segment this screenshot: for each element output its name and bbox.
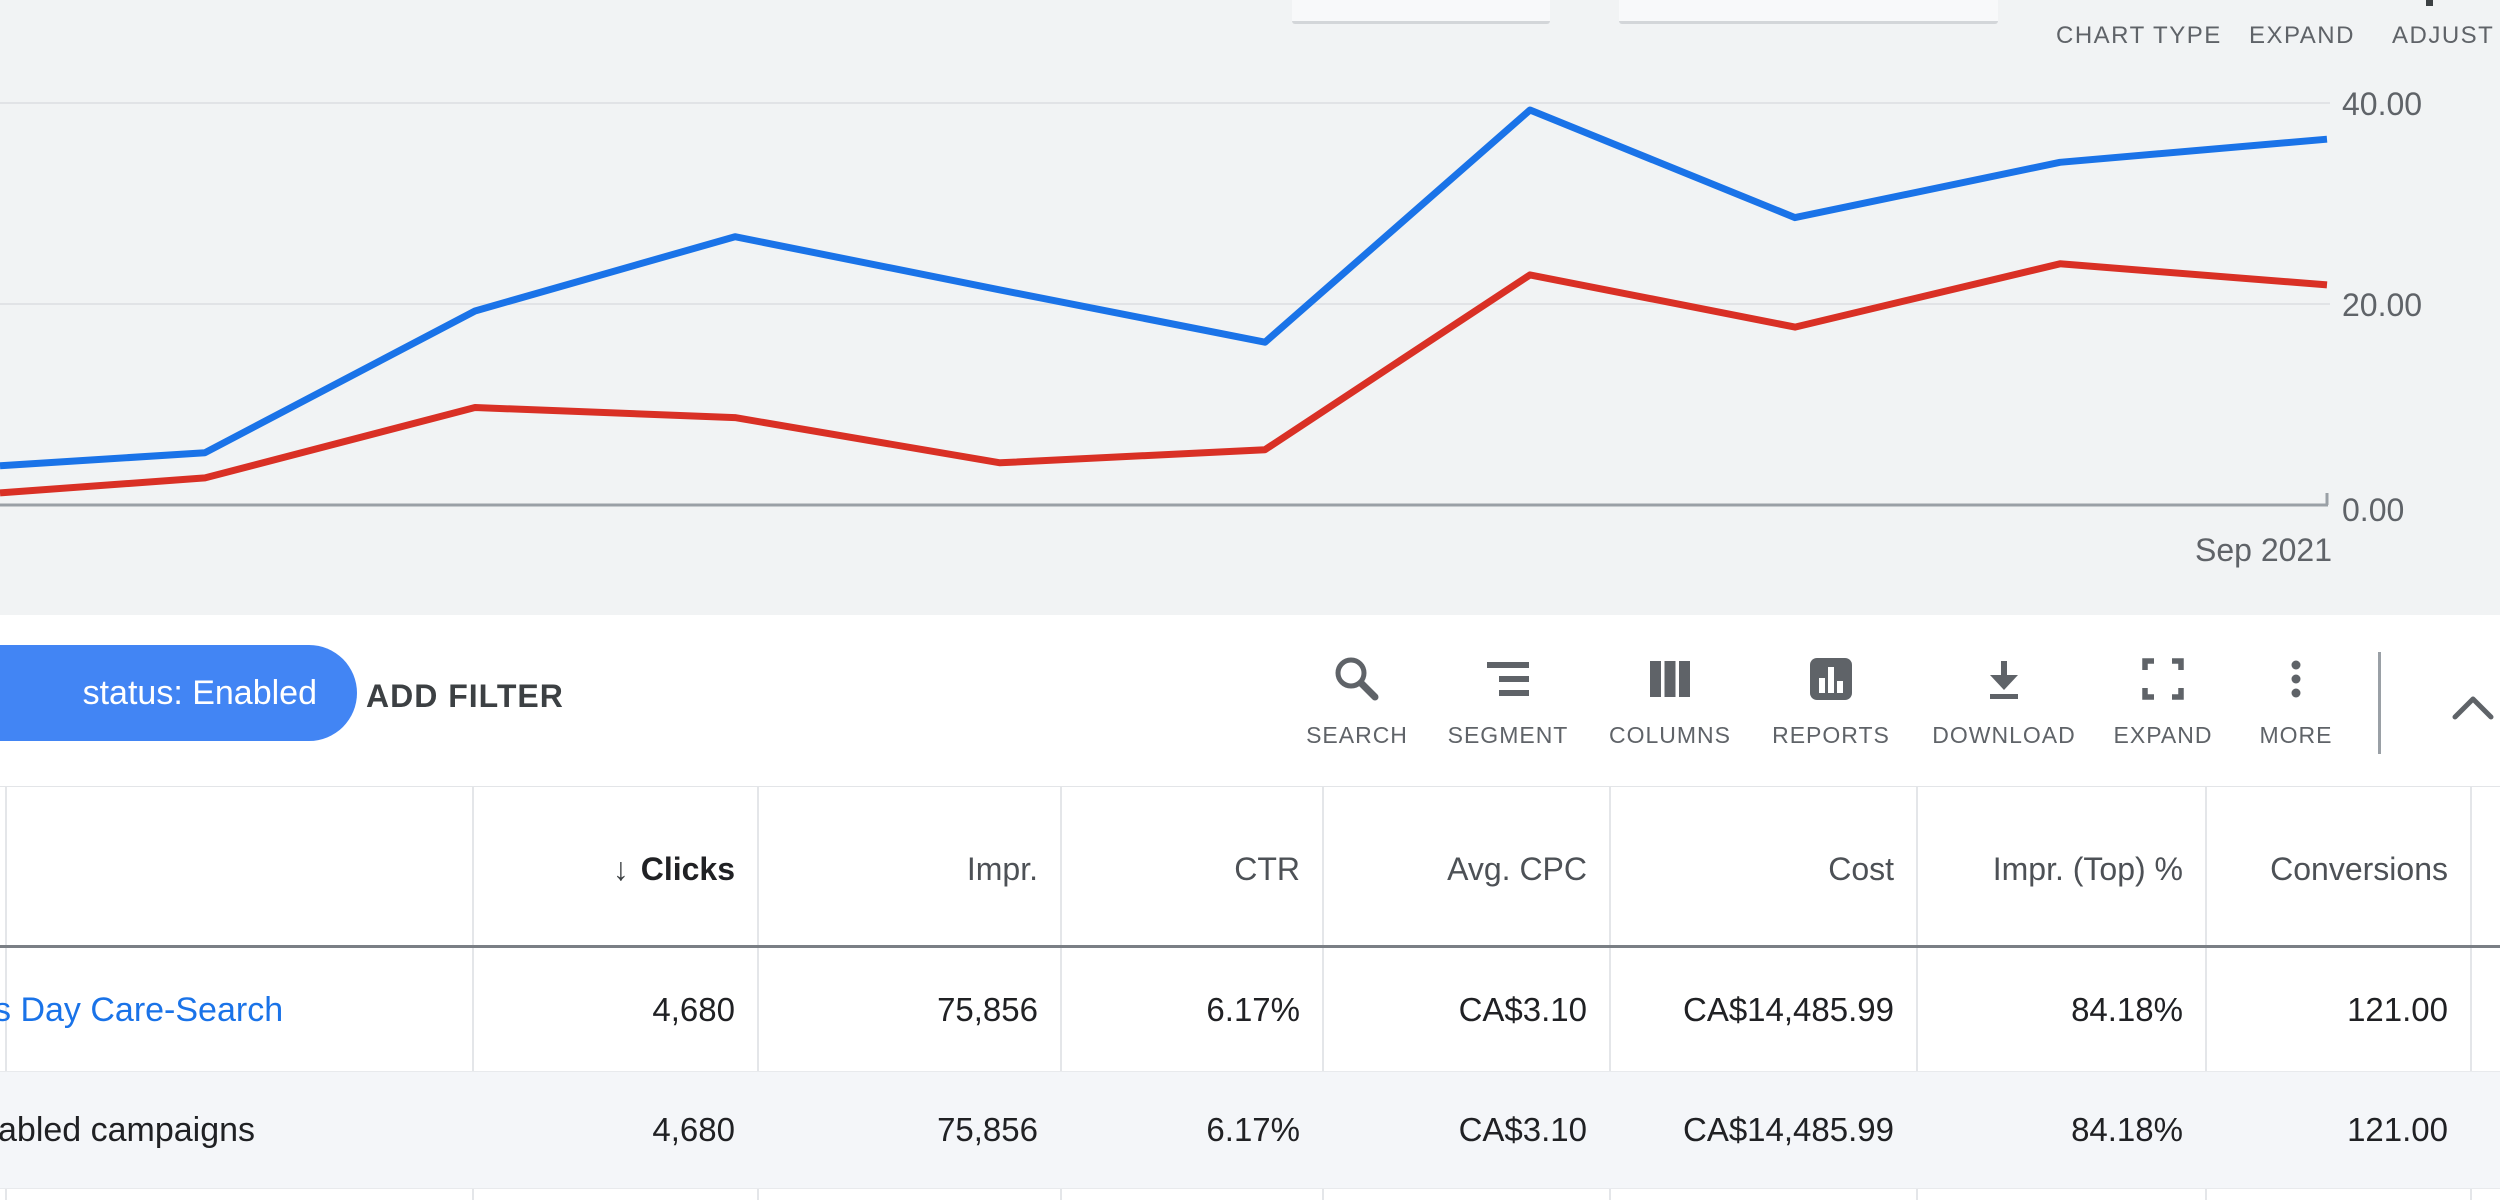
chart-series-lines [0, 106, 2328, 497]
campaign-name-link[interactable]: s Day Care-Search [0, 990, 284, 1029]
row-separator [0, 1071, 2500, 1072]
expand-button[interactable]: EXPAND [2075, 652, 2251, 749]
segment-icon [1481, 662, 1535, 710]
chart-metric-selector-2[interactable] [1619, 0, 1998, 24]
expand-icon [2136, 658, 2190, 710]
table-toolbar: status: Enabled ADD FILTER SEARCH SEGME [0, 615, 2500, 786]
column-header-clicks[interactable]: ↓ Clicks [612, 851, 735, 887]
table-cell: CA$14,485.99 [1682, 1110, 1894, 1148]
segment-button[interactable]: SEGMENT [1420, 652, 1596, 749]
table-cell: 75,856 [937, 990, 1038, 1028]
table-cell: 121.00 [2347, 990, 2448, 1028]
summary-row-background [0, 1071, 2500, 1188]
more-icon [2269, 660, 2323, 710]
chart-expand-button[interactable]: EXPAND [2249, 22, 2355, 49]
columns-label: COLUMNS [1608, 722, 1731, 748]
expand-label: EXPAND [2113, 722, 2213, 748]
download-label: DOWNLOAD [1932, 722, 2076, 748]
table-cell: CA$14,485.99 [1682, 990, 1894, 1028]
column-border [2470, 787, 2472, 1200]
reports-label: REPORTS [1772, 722, 1890, 748]
column-border [757, 787, 759, 1200]
campaigns-table: ↓ Clicks Impr. CTR Avg. CPC Cost Impr. (Top) %… [0, 786, 2500, 1200]
toolbar-divider [2378, 652, 2381, 754]
columns-button[interactable]: COLUMNS [1582, 652, 1758, 749]
series-line-red [0, 260, 2328, 497]
table-cell: 4,680 [652, 990, 735, 1028]
y-tick-40: 40.00 [2342, 86, 2423, 122]
column-border [472, 787, 474, 1200]
header-bottom-border [0, 945, 2500, 948]
chart-adjust-button[interactable]: ADJUST [2392, 22, 2495, 49]
chevron-up-icon [2452, 696, 2494, 720]
table-cell: 121.00 [2347, 1110, 2448, 1148]
column-border [1060, 787, 1062, 1200]
column-border [1609, 787, 1611, 1200]
row-separator [0, 1188, 2500, 1189]
cropped-ui-fragment [2426, 0, 2433, 6]
columns-icon [1643, 661, 1697, 710]
column-header-avg-cpc[interactable]: Avg. CPC [1447, 851, 1587, 887]
column-header-cost[interactable]: Cost [1828, 851, 1894, 887]
reports-icon [1804, 658, 1858, 710]
more-label: MORE [2259, 722, 2333, 748]
column-header-impr-[interactable]: Impr. [966, 851, 1038, 887]
table-cell: 4,680 [652, 1110, 735, 1148]
table-cell: 84.18% [2071, 1110, 2183, 1148]
reports-button[interactable]: REPORTS [1743, 652, 1919, 749]
column-header-conversions[interactable]: Conversions [2270, 851, 2448, 887]
search-icon [1330, 657, 1384, 710]
column-border [1916, 787, 1918, 1200]
chart-type-button[interactable]: CHART TYPE [2056, 22, 2222, 49]
download-button[interactable]: DOWNLOAD [1916, 652, 2092, 749]
y-tick-20: 20.00 [2342, 287, 2423, 323]
performance-chart-panel: CHART TYPE EXPAND ADJUST 40.00 20.00 0.0… [0, 0, 2500, 615]
sort-descending-icon: ↓ [612, 851, 629, 887]
table-cell: 6.17% [1206, 1110, 1300, 1148]
line-chart [0, 102, 2330, 507]
add-filter-button[interactable]: ADD FILTER [366, 678, 564, 714]
search-label: SEARCH [1306, 722, 1408, 748]
column-header-ctr[interactable]: CTR [1234, 851, 1300, 887]
table-cell: 6.17% [1206, 990, 1300, 1028]
search-button[interactable]: SEARCH [1269, 652, 1445, 749]
chart-metric-selector-1[interactable] [1292, 0, 1550, 24]
table-cell: 84.18% [2071, 990, 2183, 1028]
summary-row-label: abled campaigns [0, 1110, 256, 1149]
table-cell: CA$3.10 [1458, 1110, 1587, 1148]
segment-label: SEGMENT [1447, 722, 1569, 748]
more-button[interactable]: MORE [2208, 652, 2384, 749]
column-border [2205, 787, 2207, 1200]
column-border [1322, 787, 1324, 1200]
table-cell: 75,856 [937, 1110, 1038, 1148]
download-icon [1977, 661, 2031, 710]
table-cell: CA$3.10 [1458, 990, 1587, 1028]
x-tick-sep-2021: Sep 2021 [2194, 532, 2332, 568]
status-filter-chip[interactable]: status: Enabled [0, 645, 357, 741]
series-line-blue [0, 106, 2328, 470]
collapse-table-button[interactable] [2448, 689, 2498, 729]
column-border [5, 787, 7, 1200]
column-header-impr-top-[interactable]: Impr. (Top) % [1992, 851, 2183, 887]
y-tick-0: 0.00 [2342, 492, 2405, 528]
